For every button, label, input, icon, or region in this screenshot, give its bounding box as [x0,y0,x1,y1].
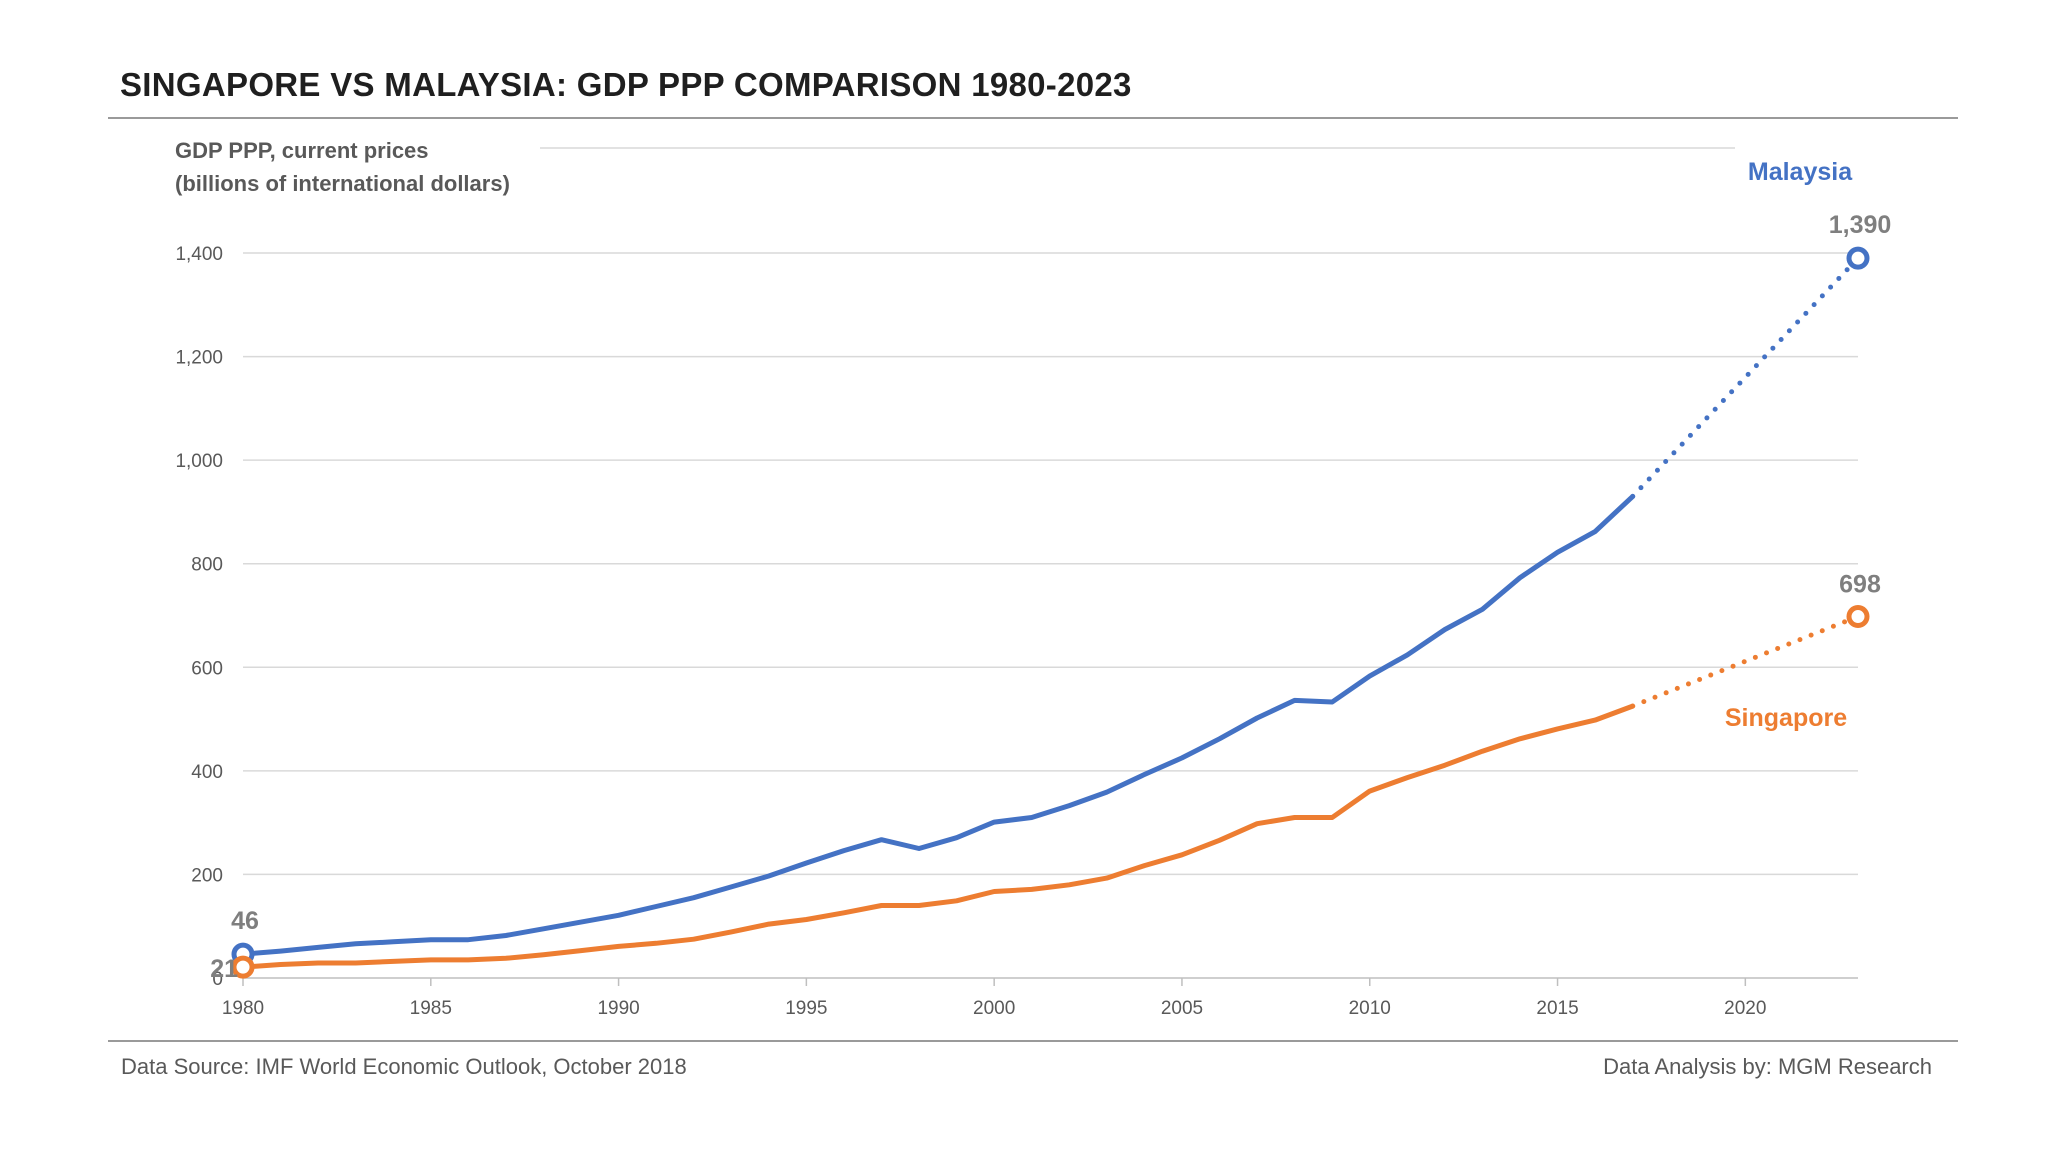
y-tick-label: 1,000 [175,451,223,472]
y-tick-label: 800 [191,555,223,576]
x-tick-label: 2010 [1349,998,1391,1019]
y-tick-label: 1,400 [175,244,223,265]
page-title: SINGAPORE VS MALAYSIA: GDP PPP COMPARISO… [120,66,1132,103]
singapore-start-marker [231,955,255,979]
y-tick-label: 0 [212,969,223,990]
malaysia-start-label: 46 [231,907,259,935]
data-source: Data Source: IMF World Economic Outlook,… [121,1054,687,1079]
malaysia-end-marker [1846,246,1870,270]
footer-divider [108,1040,1958,1042]
singapore-end-label: 698 [1839,571,1881,599]
y-tick-label: 200 [191,865,223,886]
x-tick-label: 2020 [1724,998,1766,1019]
malaysia-series-line [240,493,1636,957]
malaysia-series-name: Malaysia [1748,158,1853,186]
x-tick-label: 2005 [1161,998,1203,1019]
data-credit: Data Analysis by: MGM Research [1603,1054,1932,1079]
x-tick-label: 2000 [973,998,1015,1019]
singapore-series-line [240,703,1636,970]
x-tick-label: 1980 [222,998,264,1019]
singapore-series-name: Singapore [1725,704,1847,732]
singapore-start-label: 21 [210,955,238,983]
x-tick-label: 1990 [597,998,639,1019]
title-divider [108,117,1958,119]
x-tick-label: 1995 [785,998,827,1019]
y-tick-label: 1,200 [175,348,223,369]
y-axis-label-line: GDP PPP, current prices [175,138,429,163]
singapore-end-marker [1846,605,1870,629]
y-tick-label: 400 [191,762,223,783]
singapore-forecast-line [1630,614,1861,709]
y-tick-label: 600 [191,658,223,679]
x-tick-label: 2015 [1536,998,1578,1019]
x-tick-label: 1985 [410,998,452,1019]
y-axis-label-line: (billions of international dollars) [175,171,510,196]
malaysia-end-label: 1,390 [1829,211,1892,239]
